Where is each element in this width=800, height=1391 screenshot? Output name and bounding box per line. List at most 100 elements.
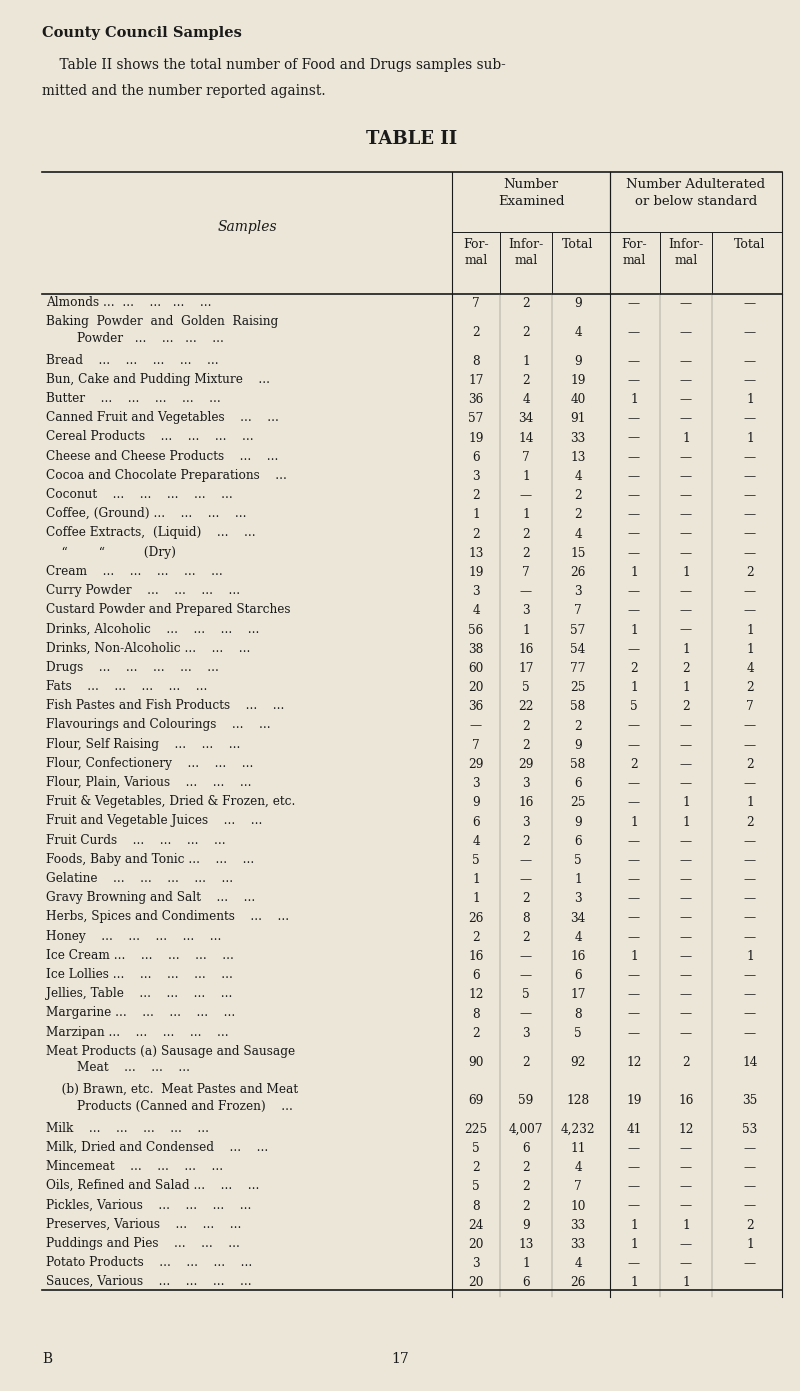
Text: 1: 1 [630, 623, 638, 637]
Text: 2: 2 [522, 527, 530, 541]
Text: Preserves, Various    ...    ...    ...: Preserves, Various ... ... ... [46, 1217, 242, 1231]
Text: Drinks, Alcoholic    ...    ...    ...    ...: Drinks, Alcoholic ... ... ... ... [46, 622, 259, 636]
Text: 1: 1 [630, 950, 638, 963]
Text: 19: 19 [626, 1093, 642, 1107]
Text: Fats    ...    ...    ...    ...    ...: Fats ... ... ... ... ... [46, 680, 207, 693]
Text: 8: 8 [522, 911, 530, 925]
Text: Pickles, Various    ...    ...    ...    ...: Pickles, Various ... ... ... ... [46, 1199, 251, 1212]
Text: Coffee, (Ground) ...    ...    ...    ...: Coffee, (Ground) ... ... ... ... [46, 508, 246, 520]
Text: Coffee Extracts,  (Liquid)    ...    ...: Coffee Extracts, (Liquid) ... ... [46, 526, 256, 540]
Text: 38: 38 [468, 643, 484, 655]
Text: Drinks, Non-Alcoholic ...    ...    ...: Drinks, Non-Alcoholic ... ... ... [46, 641, 250, 655]
Text: —: — [628, 1007, 640, 1021]
Text: 1: 1 [746, 643, 754, 655]
Text: 2: 2 [522, 931, 530, 943]
Text: Meat Products (a) Sausage and Sausage
        Meat    ...    ...    ...: Meat Products (a) Sausage and Sausage Me… [46, 1045, 295, 1074]
Text: 11: 11 [570, 1142, 586, 1155]
Text: 1: 1 [472, 874, 480, 886]
Text: —: — [680, 1238, 692, 1251]
Text: —: — [520, 586, 532, 598]
Text: 1: 1 [522, 508, 530, 522]
Text: 1: 1 [630, 1277, 638, 1289]
Text: —: — [680, 547, 692, 559]
Text: Flour, Confectionery    ...    ...    ...: Flour, Confectionery ... ... ... [46, 757, 254, 769]
Text: 2: 2 [522, 739, 530, 751]
Text: —: — [628, 508, 640, 522]
Text: 7: 7 [472, 739, 480, 751]
Text: Bun, Cake and Pudding Mixture    ...: Bun, Cake and Pudding Mixture ... [46, 373, 270, 385]
Text: Bread    ...    ...    ...    ...    ...: Bread ... ... ... ... ... [46, 353, 218, 367]
Text: —: — [680, 1007, 692, 1021]
Text: 1: 1 [630, 682, 638, 694]
Text: Marzipan ...    ...    ...    ...    ...: Marzipan ... ... ... ... ... [46, 1025, 229, 1039]
Text: Herbs, Spices and Condiments    ...    ...: Herbs, Spices and Condiments ... ... [46, 910, 289, 924]
Text: 4: 4 [746, 662, 754, 675]
Text: —: — [744, 719, 756, 733]
Text: 1: 1 [630, 1238, 638, 1251]
Text: —: — [628, 1257, 640, 1270]
Text: Number
Examined: Number Examined [498, 178, 564, 209]
Text: Cream    ...    ...    ...    ...    ...: Cream ... ... ... ... ... [46, 565, 222, 577]
Text: Jellies, Table    ...    ...    ...    ...: Jellies, Table ... ... ... ... [46, 988, 232, 1000]
Text: 9: 9 [574, 815, 582, 829]
Text: mitted and the number reported against.: mitted and the number reported against. [42, 83, 326, 97]
Text: 1: 1 [522, 1257, 530, 1270]
Text: —: — [744, 835, 756, 847]
Text: 17: 17 [391, 1352, 409, 1366]
Text: 4: 4 [574, 325, 582, 339]
Text: 4: 4 [574, 1257, 582, 1270]
Text: —: — [744, 1199, 756, 1213]
Text: 2: 2 [522, 325, 530, 339]
Text: —: — [744, 1027, 756, 1039]
Text: 1: 1 [682, 815, 690, 829]
Text: —: — [628, 470, 640, 483]
Text: —: — [628, 1161, 640, 1174]
Text: —: — [744, 604, 756, 618]
Text: 4,232: 4,232 [561, 1123, 595, 1135]
Text: 2: 2 [522, 374, 530, 387]
Text: 20: 20 [468, 1238, 484, 1251]
Text: 2: 2 [746, 682, 754, 694]
Text: 1: 1 [682, 1277, 690, 1289]
Text: 8: 8 [472, 1199, 480, 1213]
Text: Flour, Self Raising    ...    ...    ...: Flour, Self Raising ... ... ... [46, 737, 240, 751]
Text: Honey    ...    ...    ...    ...    ...: Honey ... ... ... ... ... [46, 929, 222, 943]
Text: 2: 2 [682, 700, 690, 714]
Text: —: — [744, 547, 756, 559]
Text: 91: 91 [570, 412, 586, 426]
Text: 29: 29 [518, 758, 534, 771]
Text: —: — [628, 586, 640, 598]
Text: 3: 3 [472, 1257, 480, 1270]
Text: 35: 35 [742, 1093, 758, 1107]
Text: 16: 16 [678, 1093, 694, 1107]
Text: Total: Total [734, 238, 766, 250]
Text: —: — [680, 950, 692, 963]
Text: Coconut    ...    ...    ...    ...    ...: Coconut ... ... ... ... ... [46, 488, 233, 501]
Text: —: — [680, 874, 692, 886]
Text: 34: 34 [518, 412, 534, 426]
Text: 33: 33 [570, 1238, 586, 1251]
Text: 2: 2 [522, 547, 530, 559]
Text: “        “          (Dry): “ “ (Dry) [46, 545, 176, 559]
Text: —: — [680, 988, 692, 1002]
Text: —: — [680, 1142, 692, 1155]
Text: 2: 2 [574, 490, 582, 502]
Text: —: — [744, 412, 756, 426]
Text: 2: 2 [746, 758, 754, 771]
Text: 6: 6 [574, 970, 582, 982]
Text: 14: 14 [518, 431, 534, 445]
Text: 4: 4 [574, 931, 582, 943]
Text: —: — [680, 911, 692, 925]
Text: 20: 20 [468, 682, 484, 694]
Text: 2: 2 [522, 1199, 530, 1213]
Text: —: — [628, 931, 640, 943]
Text: —: — [680, 451, 692, 463]
Text: Infor-
mal: Infor- mal [668, 238, 704, 267]
Text: Fruit and Vegetable Juices    ...    ...: Fruit and Vegetable Juices ... ... [46, 814, 262, 828]
Text: 26: 26 [570, 1277, 586, 1289]
Text: —: — [744, 298, 756, 310]
Text: 1: 1 [746, 950, 754, 963]
Text: —: — [744, 739, 756, 751]
Text: 6: 6 [574, 835, 582, 847]
Text: 92: 92 [570, 1056, 586, 1068]
